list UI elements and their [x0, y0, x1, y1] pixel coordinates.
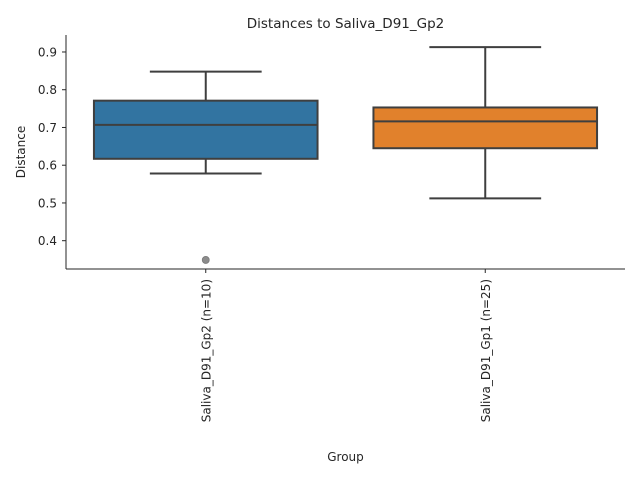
x-tick-label: Saliva_D91_Gp1 (n=25) — [479, 279, 493, 422]
x-axis-label: Group — [327, 450, 364, 464]
chart-title: Distances to Saliva_D91_Gp2 — [247, 16, 445, 32]
y-tick-label: 0.8 — [38, 83, 57, 97]
y-axis-ticks: 0.4 0.5 0.6 0.7 0.8 0.9 — [38, 45, 66, 248]
outlier-point — [201, 256, 210, 264]
box-iqr — [372, 106, 599, 150]
y-tick-label: 0.9 — [38, 45, 57, 59]
box-group — [92, 70, 319, 264]
y-tick-label: 0.6 — [38, 159, 57, 173]
y-tick-label: 0.4 — [38, 234, 57, 248]
x-tick-label: Saliva_D91_Gp2 (n=10) — [199, 279, 213, 422]
y-axis-label: Distance — [14, 126, 28, 178]
x-axis-ticks: Saliva_D91_Gp2 (n=10) Saliva_D91_Gp1 (n=2… — [199, 269, 493, 422]
y-tick-label: 0.7 — [38, 121, 57, 135]
box-iqr — [92, 99, 319, 160]
box-group — [372, 46, 599, 200]
boxes-layer — [92, 46, 599, 264]
y-tick-label: 0.5 — [38, 196, 57, 210]
